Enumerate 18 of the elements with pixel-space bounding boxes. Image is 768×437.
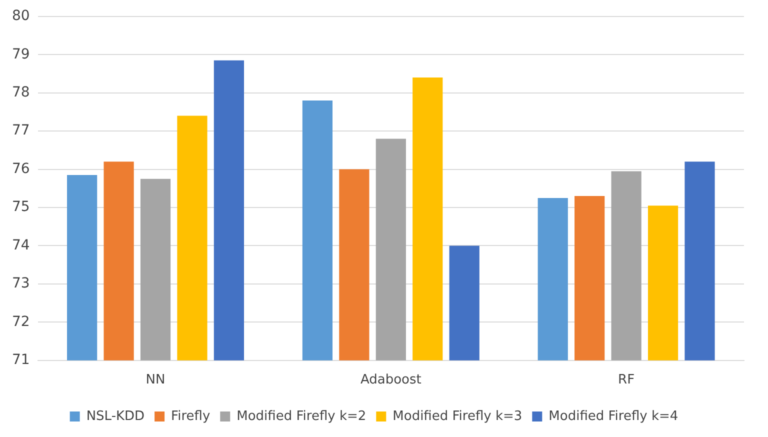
y-tick-label: 77: [12, 122, 30, 139]
legend-label: Modified Firefly k=3: [392, 408, 522, 424]
x-tick-label: RF: [618, 372, 635, 388]
y-tick-label: 78: [12, 84, 30, 100]
y-tick-label: 79: [12, 46, 30, 62]
legend-label: Modified Firefly k=2: [236, 408, 366, 424]
y-tick-label: 75: [12, 199, 30, 216]
x-tick-label: NN: [146, 372, 166, 388]
y-tick-label: 80: [12, 8, 30, 24]
y-tick-label: 76: [12, 160, 30, 177]
legend-label: Firefly: [171, 408, 210, 424]
y-tick-label: 74: [12, 237, 30, 254]
legend-label: Modified Firefly k=4: [548, 408, 678, 424]
y-tick-label: 72: [12, 314, 30, 330]
legend-label: NSL-KDD: [86, 408, 145, 424]
y-tick-label: 71: [12, 352, 30, 368]
x-tick-label: Adaboost: [360, 372, 422, 388]
y-tick-label: 73: [12, 276, 30, 292]
